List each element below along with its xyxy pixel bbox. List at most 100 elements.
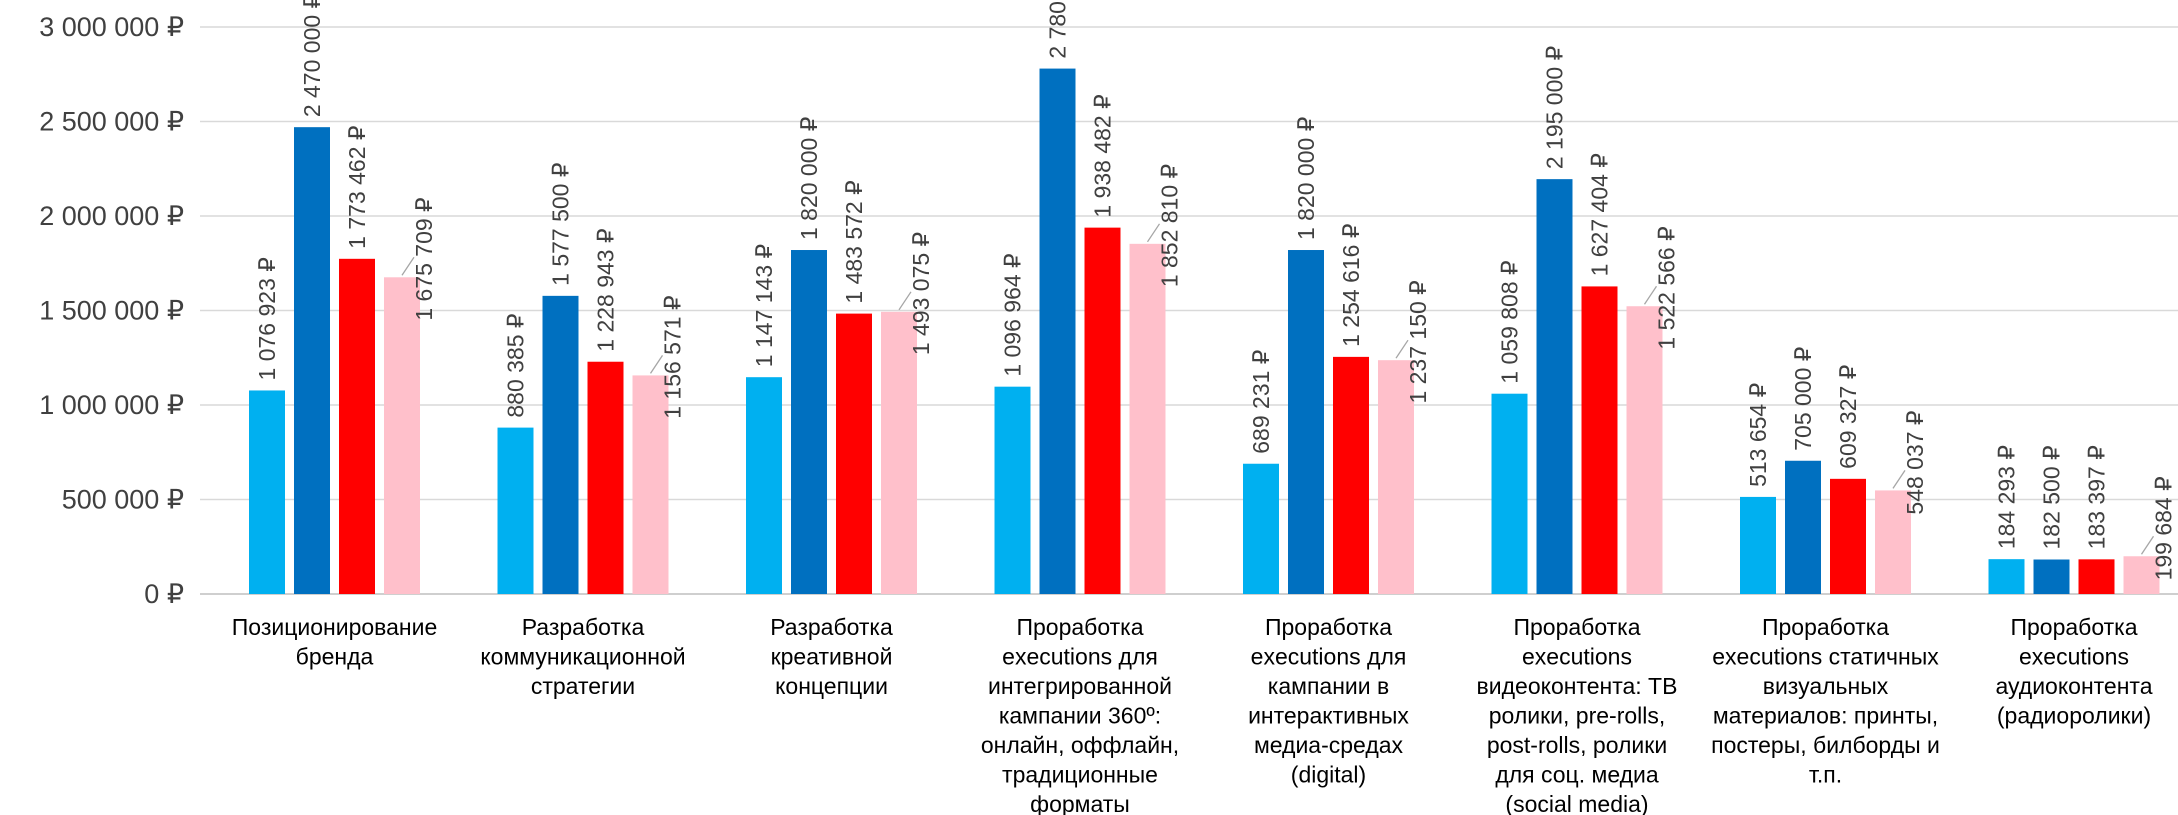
- data-label: 1 483 572 ₽: [841, 180, 867, 303]
- category-label: традиционные: [1002, 762, 1158, 788]
- category-label: Проработка: [1513, 614, 1640, 640]
- bar: [1626, 306, 1663, 594]
- leader-line: [898, 291, 912, 311]
- data-label: 2 195 000 ₽: [1542, 46, 1568, 169]
- category-label: видеоконтента: ТВ: [1477, 673, 1678, 699]
- bar: [587, 361, 624, 594]
- data-label: 1 675 709 ₽: [411, 197, 437, 320]
- category-label: executions для: [1251, 644, 1407, 670]
- data-label: 1 237 150 ₽: [1405, 280, 1431, 403]
- category-label: Позиционирование: [232, 614, 438, 640]
- category-label: (радиоролики): [1997, 703, 2151, 729]
- bar: [497, 427, 534, 594]
- bar: [1740, 496, 1776, 594]
- category-label: интегрированной: [988, 673, 1172, 699]
- data-label: 184 293 ₽: [1994, 445, 2020, 549]
- category-label: аудиоконтента: [1996, 673, 2153, 699]
- bar: [1581, 286, 1618, 594]
- category-label: (digital): [1291, 762, 1366, 788]
- bar: [2123, 556, 2160, 594]
- bar: [294, 127, 330, 595]
- y-tick-label: 2 000 000 ₽: [39, 201, 184, 231]
- data-label: 1 493 075 ₽: [908, 232, 934, 355]
- bar: [1288, 250, 1324, 594]
- bar: [1491, 393, 1528, 594]
- leader-line: [1146, 223, 1161, 243]
- bar: [881, 311, 917, 594]
- bar: [1039, 68, 1076, 594]
- category-label: executions для: [1002, 644, 1158, 670]
- bar: [1084, 227, 1121, 595]
- data-label: 1 076 923 ₽: [254, 257, 280, 380]
- data-label: 1 577 500 ₽: [548, 162, 574, 285]
- data-label: 513 654 ₽: [1745, 383, 1771, 487]
- bars: [249, 68, 2160, 595]
- y-tick-label: 1 000 000 ₽: [39, 390, 184, 420]
- category-label: медиа-средах: [1254, 732, 1404, 758]
- category-label: executions: [1522, 644, 1632, 670]
- y-axis-tick-labels: 0 ₽ 500 000 ₽ 1 000 000 ₽ 1 500 000 ₽ 2 000 …: [39, 12, 184, 609]
- y-tick-label: 1 500 000 ₽: [39, 296, 184, 326]
- category-label: кампании 360º:: [999, 703, 1161, 729]
- category-label: кампании в: [1268, 673, 1389, 699]
- data-label: 2 470 000 ₽: [299, 0, 325, 117]
- y-tick-label: 0 ₽: [144, 579, 184, 609]
- bar: [2078, 559, 2115, 594]
- bar: [1243, 463, 1279, 594]
- bar: [1536, 179, 1573, 594]
- category-label: визуальных: [1763, 673, 1889, 699]
- leader-line: [2140, 535, 2155, 555]
- data-label: 548 037 ₽: [1902, 410, 1928, 514]
- category-label: стратегии: [531, 673, 635, 699]
- bar: [249, 390, 285, 594]
- category-label: Разработка: [770, 614, 893, 640]
- data-label: 1 820 000 ₽: [796, 117, 822, 240]
- category-label: ролики, pre-rolls,: [1489, 703, 1666, 729]
- data-label: 1 147 143 ₽: [751, 244, 777, 367]
- category-label: executions статичных: [1712, 644, 1939, 670]
- data-label: 182 500 ₽: [2039, 445, 2065, 549]
- category-label: (social media): [1505, 791, 1648, 815]
- category-label: материалов: принты,: [1713, 703, 1938, 729]
- leader-line: [1395, 339, 1409, 359]
- bar: [836, 313, 872, 594]
- data-label: 1 820 000 ₽: [1293, 117, 1319, 240]
- category-label: постеры, билборды и: [1711, 732, 1940, 758]
- data-label: 1 627 404 ₽: [1587, 153, 1613, 276]
- bar: [1875, 490, 1911, 594]
- data-label: 880 385 ₽: [503, 313, 529, 417]
- bar: [994, 386, 1031, 594]
- data-label: 609 327 ₽: [1835, 365, 1861, 469]
- data-label: 1 852 810 ₽: [1157, 164, 1183, 287]
- category-label: бренда: [296, 644, 374, 670]
- data-label: 1 938 482 ₽: [1090, 94, 1116, 217]
- category-labels: Позиционирование бренда Разработка коммуник…: [232, 614, 2153, 815]
- bar: [2033, 559, 2070, 594]
- category-label: онлайн, оффлайн,: [981, 732, 1179, 758]
- bar: [1988, 559, 2025, 594]
- category-label: Проработка: [1762, 614, 1889, 640]
- bar: [632, 375, 669, 594]
- leader-line: [401, 256, 415, 276]
- bar: [746, 377, 782, 594]
- bar: [1333, 356, 1369, 594]
- bar: [1785, 460, 1821, 594]
- data-label: 1 228 943 ₽: [593, 228, 619, 351]
- data-label: 199 684 ₽: [2151, 476, 2177, 580]
- y-tick-label: 3 000 000 ₽: [39, 12, 184, 42]
- category-label: executions: [2019, 644, 2129, 670]
- bar: [1129, 243, 1166, 594]
- data-label: 183 397 ₽: [2084, 445, 2110, 549]
- label-leader-lines: [401, 223, 2155, 555]
- data-label: 1 254 616 ₽: [1338, 224, 1364, 347]
- bar: [542, 295, 579, 594]
- bar: [339, 258, 375, 594]
- leader-line: [1892, 470, 1906, 489]
- bar: [384, 277, 420, 594]
- leader-line: [649, 355, 664, 374]
- category-label: Проработка: [1016, 614, 1143, 640]
- data-label: 1 522 566 ₽: [1654, 226, 1680, 349]
- category-label: концепции: [775, 673, 888, 699]
- category-label: т.п.: [1809, 762, 1842, 788]
